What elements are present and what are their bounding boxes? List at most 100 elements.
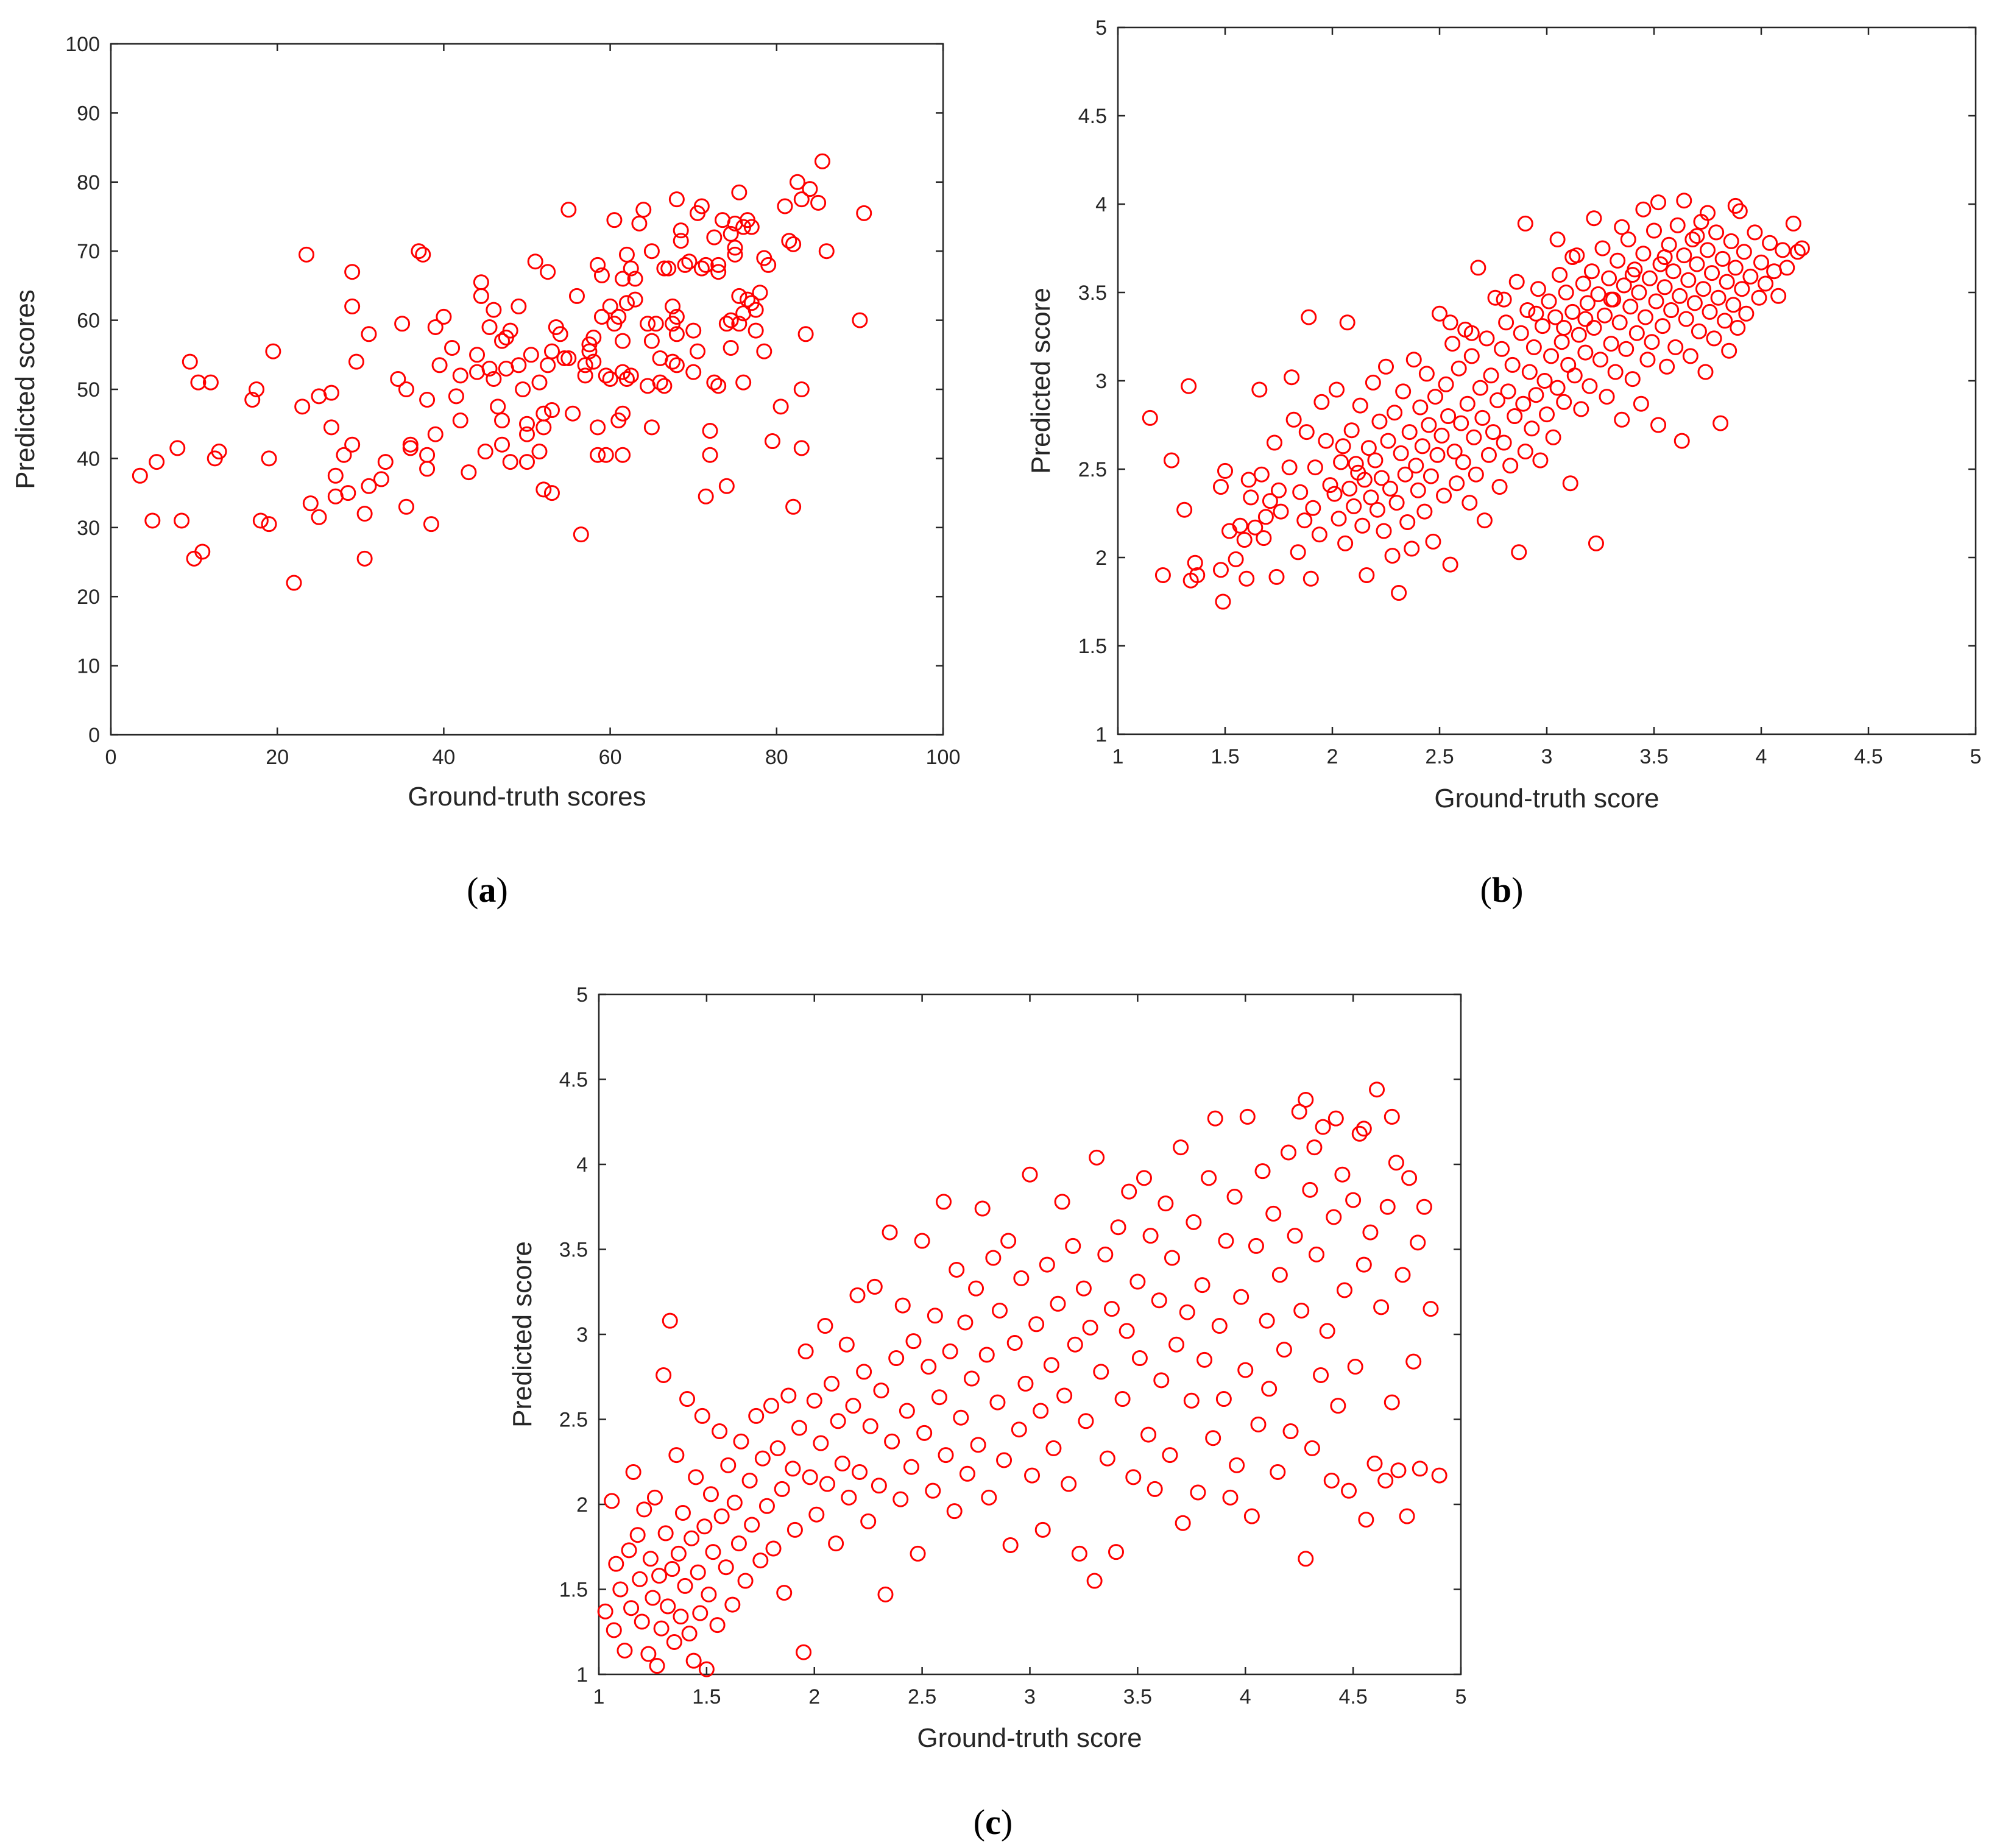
panel-c-data-point	[1108, 1544, 1124, 1560]
panel-a-data-point	[748, 302, 764, 318]
panel-b-data-point	[1525, 339, 1542, 355]
panel-b-data-point	[1187, 554, 1203, 571]
panel-a-y-tick-label: 30	[77, 517, 100, 540]
panel-a-data-point	[752, 285, 768, 301]
panel-a-data-point	[565, 405, 581, 422]
panel-b-data-point	[1305, 500, 1321, 516]
panel-a-x-tick-label: 60	[599, 746, 622, 769]
panel-c-data-point	[1175, 1515, 1191, 1531]
panel-b-data-point	[1528, 387, 1544, 403]
panel-b-data-point	[1556, 320, 1572, 336]
panel-c-data-point	[974, 1200, 991, 1217]
panel-c-data-point	[1119, 1323, 1135, 1339]
panel-b-data-point	[1382, 480, 1399, 497]
panel-b-data-point	[1333, 454, 1349, 470]
panel-c-data-point	[1416, 1198, 1432, 1215]
panel-a-data-point	[681, 253, 698, 270]
panel-a-data-point	[244, 392, 261, 408]
panel-c-data-point	[884, 1433, 900, 1450]
panel-a-data-point	[344, 264, 361, 280]
panel-a-data-point	[677, 257, 693, 273]
panel-a-data-point	[723, 312, 739, 328]
panel-a-data-point	[718, 478, 735, 494]
panel-b-data-point	[1631, 285, 1647, 300]
panel-a-data-point	[519, 454, 535, 470]
panel-a-data-point	[543, 402, 560, 419]
panel-a-y-tick-label: 60	[77, 310, 100, 333]
panel-b-data-point	[1562, 475, 1578, 492]
panel-c-data-point	[817, 1318, 833, 1334]
panel-a-data-point	[573, 526, 589, 543]
panel-c-data-point	[1373, 1299, 1390, 1315]
panel-a-data-point	[698, 257, 714, 273]
panel-c-data-point	[978, 1347, 995, 1363]
panel-b-data-point	[1727, 197, 1744, 214]
panel-a-data-point	[202, 374, 219, 391]
panel-c-data-point	[646, 1489, 663, 1506]
panel-b-data-point	[1494, 341, 1510, 357]
panel-c-data-point	[1306, 1139, 1323, 1156]
panel-c-data-point	[1243, 1508, 1260, 1524]
panel-b-data-point	[1329, 381, 1345, 398]
panel-b-data-point	[1423, 468, 1439, 484]
panel-b-data-point	[1650, 417, 1667, 433]
panel-c-data-point	[910, 1545, 926, 1562]
panel-b-data-point	[1302, 570, 1319, 587]
panel-b-data-point	[1577, 311, 1594, 327]
panel-b-data-point	[1189, 567, 1206, 583]
panel-a-x-axis-label: Ground-truth scores	[408, 782, 646, 812]
panel-c-data-point	[1039, 1256, 1055, 1273]
panel-a-data-point	[593, 267, 610, 283]
panel-a-data-point	[523, 347, 539, 363]
panel-b-data-point	[1391, 585, 1407, 601]
panel-a-data-point	[356, 506, 373, 522]
panel-a-y-tick-label: 0	[88, 724, 100, 747]
panel-b-data-point	[1742, 268, 1759, 285]
panel-c-data-point	[1013, 1270, 1030, 1286]
panel-b-data-point	[1380, 433, 1396, 449]
panel-a-data-point	[511, 298, 527, 314]
panel-c-data-point	[645, 1590, 661, 1606]
panel-b-data-point	[1689, 228, 1705, 244]
panel-c-data-point	[1121, 1183, 1137, 1200]
panel-a-data-point	[731, 184, 748, 200]
panel-b-data-point	[1517, 444, 1533, 459]
panel-b-data-point	[1412, 399, 1429, 416]
panel-a-data-point	[810, 194, 827, 211]
panel-c-data-point	[1201, 1170, 1217, 1186]
panel-a-data-point	[706, 229, 723, 246]
panel-c-data-point	[597, 1603, 613, 1620]
panel-b-data-point	[1459, 395, 1476, 412]
panel-c-data-point	[656, 1367, 672, 1383]
panel-a-data-point	[627, 291, 643, 308]
panel-b-data-point	[1714, 250, 1731, 267]
panel-c-y-tick-label: 4.5	[559, 1069, 588, 1092]
panel-a-data-point	[540, 357, 556, 373]
panel-a-data-point	[494, 436, 511, 453]
panel-c-data-point	[1270, 1464, 1286, 1480]
panel-c-data-point	[606, 1622, 622, 1638]
panel-c-data-point	[1103, 1301, 1120, 1317]
panel-a-data-point	[590, 257, 606, 273]
panel-b-data-point	[1549, 232, 1566, 247]
panel-b-data-point	[1592, 352, 1608, 368]
panel-a-data-point	[348, 353, 364, 370]
panel-b-data-point	[1646, 222, 1662, 239]
panel-b-data-point	[1667, 339, 1684, 355]
panel-a-data-point	[477, 444, 493, 460]
panel-c-data-point	[1000, 1233, 1017, 1249]
panel-a-data-point	[327, 467, 344, 484]
panel-a-y-tick-label: 50	[77, 378, 100, 402]
panel-a-x-tick-label: 20	[266, 746, 289, 769]
panel-c-data-point	[849, 1287, 866, 1303]
panel-b-data-point	[1240, 472, 1257, 488]
panel-c-x-tick-label: 4.5	[1338, 1685, 1367, 1708]
panel-b-data-point	[1296, 512, 1313, 529]
panel-b-data-point	[1618, 341, 1635, 357]
panel-a-data-point	[481, 319, 498, 335]
panel-b-data-point	[1594, 240, 1611, 257]
panel-b-data-point	[1436, 487, 1452, 504]
panel-b-x-tick-label: 2.5	[1425, 745, 1454, 768]
panel-c-data-point	[1399, 1508, 1415, 1524]
panel-b-data-point	[1738, 305, 1755, 322]
